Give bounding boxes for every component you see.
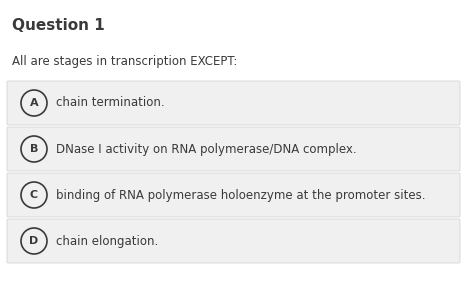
Circle shape [21,90,47,116]
FancyBboxPatch shape [7,173,460,217]
FancyBboxPatch shape [7,127,460,171]
Text: chain elongation.: chain elongation. [56,235,158,248]
Text: A: A [30,98,38,108]
Circle shape [21,136,47,162]
Text: C: C [30,190,38,200]
Text: Question 1: Question 1 [12,18,105,33]
Text: D: D [29,236,39,246]
Text: binding of RNA polymerase holoenzyme at the promoter sites.: binding of RNA polymerase holoenzyme at … [56,189,425,201]
Text: DNase I activity on RNA polymerase/DNA complex.: DNase I activity on RNA polymerase/DNA c… [56,142,357,155]
Text: All are stages in transcription EXCEPT:: All are stages in transcription EXCEPT: [12,55,237,68]
FancyBboxPatch shape [7,81,460,125]
Circle shape [21,182,47,208]
Text: chain termination.: chain termination. [56,96,165,110]
Text: B: B [30,144,38,154]
Circle shape [21,228,47,254]
FancyBboxPatch shape [7,219,460,263]
